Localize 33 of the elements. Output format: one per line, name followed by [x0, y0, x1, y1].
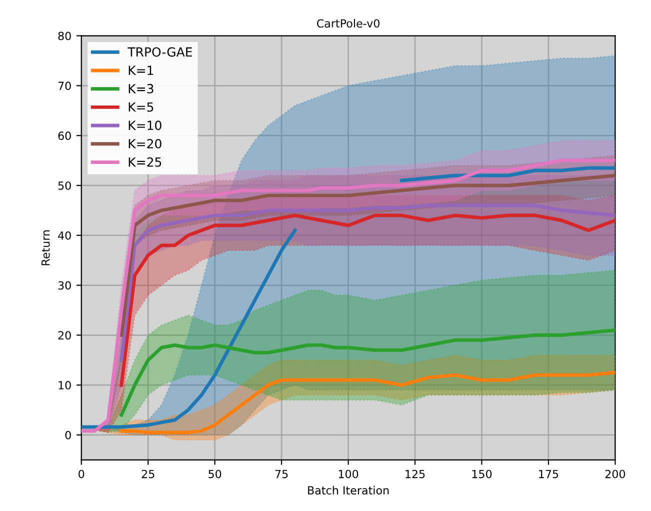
legend-label: K=3	[128, 84, 154, 94]
line-series	[120, 204, 616, 362]
line-series	[120, 174, 616, 337]
legend-label: K=10	[128, 120, 162, 130]
line-series	[120, 328, 616, 417]
x-tick-label: 200	[605, 470, 626, 478]
line-series	[120, 214, 616, 387]
x-tick-label: 150	[472, 470, 492, 478]
y-tick-label: 30	[58, 281, 71, 290]
y-tick-label: 60	[58, 132, 71, 140]
y-tick-label: 70	[58, 82, 71, 90]
x-tick-label: 125	[406, 470, 425, 478]
x-tick-label: 175	[539, 470, 558, 478]
chart-title: CartPole-v0	[316, 18, 380, 28]
y-tick-label: 40	[58, 231, 71, 240]
x-tick-label: 0	[78, 470, 84, 478]
legend-label: TRPO-GAE	[128, 47, 192, 57]
legend-label: K=25	[128, 157, 162, 167]
y-tick-label: 10	[58, 381, 71, 390]
x-tick-label: 50	[208, 470, 222, 478]
x-tick-label: 100	[338, 470, 358, 478]
y-tick-label: 20	[58, 331, 71, 340]
legend-label: K=20	[128, 138, 162, 148]
x-tick-label: 25	[142, 470, 154, 478]
x-tick-label: 75	[275, 470, 288, 478]
x-axis-title: Batch Iteration	[308, 486, 389, 495]
line-series	[120, 370, 616, 434]
y-tick-label: 50	[58, 181, 71, 190]
legend-label: K=1	[128, 66, 154, 75]
y-tick-label: 0	[65, 430, 71, 440]
legend-label: K=5	[128, 102, 154, 112]
y-axis-title: Return	[42, 230, 50, 266]
y-tick-label: 80	[58, 32, 71, 40]
